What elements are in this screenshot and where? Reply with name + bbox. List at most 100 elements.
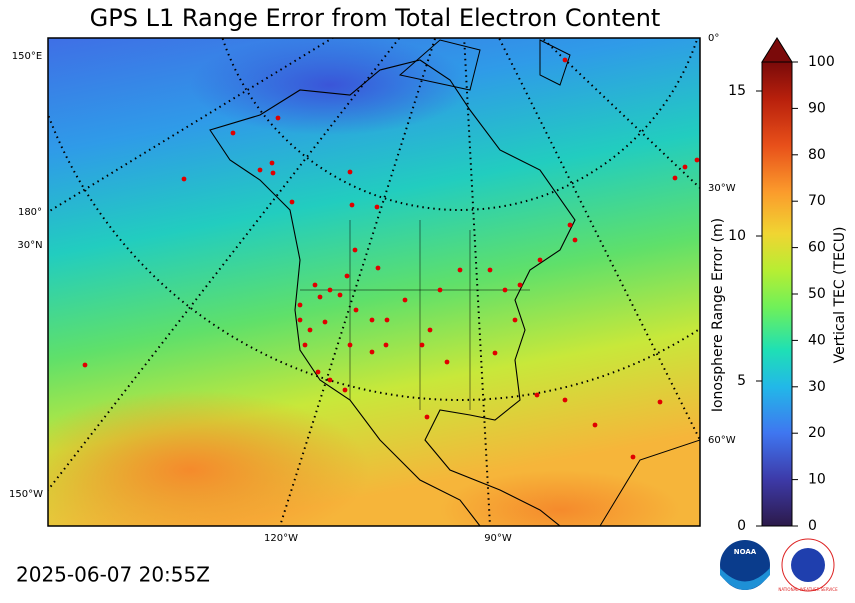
station [369, 349, 375, 355]
station [537, 257, 543, 263]
station [337, 292, 343, 298]
station [402, 297, 408, 303]
colorbar-tick-label: 40 [808, 332, 826, 348]
graticule-label: 60°W [708, 435, 736, 446]
graticule-label: 150°E [12, 51, 42, 62]
station [270, 170, 276, 176]
high-tec-region [440, 470, 680, 526]
colorbar-tick-label: 70 [808, 193, 826, 209]
nws-logo: NATIONAL WEATHER SERVICE [778, 538, 838, 592]
map [48, 38, 700, 526]
station [517, 282, 523, 288]
station [562, 397, 568, 403]
station [487, 267, 493, 273]
station [492, 350, 498, 356]
colorbar-tick-label: 90 [808, 100, 826, 116]
logo-text: NOAA [734, 548, 757, 556]
station [349, 202, 355, 208]
colorbar-tick-label: 100 [808, 54, 835, 70]
station [502, 287, 508, 293]
station [302, 342, 308, 348]
station [534, 392, 540, 398]
station [383, 342, 389, 348]
station [315, 369, 321, 375]
graticule-label: 180° [18, 207, 42, 218]
secondary-tick-label: 0 [737, 518, 746, 534]
station [567, 222, 573, 228]
station [312, 282, 318, 288]
colorbar-tick-label: 60 [808, 240, 826, 256]
station [307, 327, 313, 333]
graticule-label: 30°N [17, 240, 42, 251]
colorbar-tick-label: 80 [808, 147, 826, 163]
colorbar-tick-label: 0 [808, 518, 817, 534]
station [269, 160, 275, 166]
station [327, 377, 333, 383]
station [275, 115, 281, 121]
graticule-label: 0° [708, 33, 719, 44]
graticule-label: 90°W [484, 533, 512, 544]
station [342, 387, 348, 393]
station [352, 247, 358, 253]
station [694, 157, 700, 163]
station [82, 362, 88, 368]
station [322, 319, 328, 325]
secondary-axis-label: Ionosphere Range Error (m) [710, 218, 726, 412]
station [424, 414, 430, 420]
station [257, 167, 263, 173]
station [592, 422, 598, 428]
station [375, 265, 381, 271]
station [230, 130, 236, 136]
map-frame [47, 37, 701, 527]
station [437, 287, 443, 293]
station [344, 273, 350, 279]
station [457, 267, 463, 273]
station [327, 287, 333, 293]
station [369, 317, 375, 323]
logo-text: NATIONAL WEATHER SERVICE [778, 587, 838, 592]
station [427, 327, 433, 333]
graticule [48, 38, 700, 526]
station [374, 204, 380, 210]
secondary-tick-label: 15 [728, 83, 746, 99]
colorbar-label: Vertical TEC (TECU) [832, 227, 848, 364]
coastline [209, 59, 576, 526]
stations [82, 57, 700, 460]
colorbar-tick-label: 20 [808, 425, 826, 441]
colorbar-extension [761, 37, 793, 63]
station [297, 317, 303, 323]
noaa-logo: NOAA [720, 540, 770, 590]
station [347, 342, 353, 348]
station [512, 317, 518, 323]
graticule-label: 150°W [9, 489, 43, 500]
colorbar-tick-label: 10 [808, 472, 826, 488]
station [289, 199, 295, 205]
low-tec-region [190, 38, 470, 135]
borders [300, 220, 530, 410]
timestamp: 2025-06-07 20:55Z [16, 563, 210, 587]
station [181, 176, 187, 182]
station [657, 399, 663, 405]
station [419, 342, 425, 348]
high-tec-region [48, 390, 370, 526]
station [562, 57, 568, 63]
station [672, 175, 678, 181]
colorbar [761, 61, 793, 527]
colorbar-tick-label: 50 [808, 286, 826, 302]
station [297, 302, 303, 308]
station [384, 317, 390, 323]
graticule-label: 120°W [264, 533, 298, 544]
secondary-tick-label: 5 [737, 373, 746, 389]
station [444, 359, 450, 365]
graticule-label: 30°W [708, 183, 736, 194]
station [630, 454, 636, 460]
colorbar-tick-label: 30 [808, 379, 826, 395]
secondary-tick-label: 10 [728, 228, 746, 244]
title: GPS L1 Range Error from Total Electron C… [90, 4, 661, 32]
coastline [398, 39, 700, 526]
station [317, 294, 323, 300]
station [572, 237, 578, 243]
station [353, 307, 359, 313]
station [682, 164, 688, 170]
